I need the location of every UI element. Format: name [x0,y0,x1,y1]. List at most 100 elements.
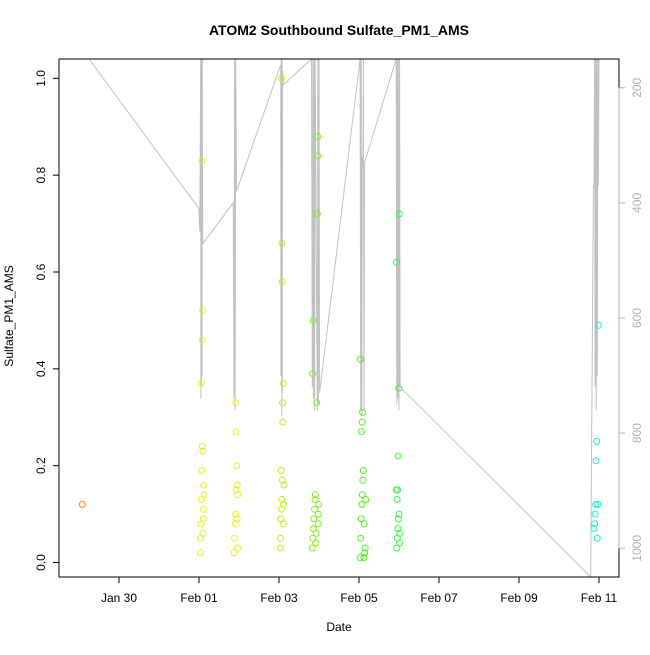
data-point-2-7 [279,418,287,426]
y2-tick-label-1: 400 [630,193,644,213]
data-point-6-3 [592,500,600,508]
data-point-4-6 [359,467,367,474]
data-point-5-11 [396,539,404,547]
data-point-3-17 [311,491,319,499]
data-point-2-11 [278,239,286,247]
data-point-5-7 [394,452,402,460]
data-point-5-12 [396,529,404,537]
data-point-1-27 [233,515,241,523]
x-tick-label-4: Feb 07 [420,591,458,605]
data-point-4-11 [360,554,368,562]
data-point-3-5 [311,496,319,503]
data-point-1-17 [231,534,239,542]
data-point-3-12 [312,539,320,547]
data-point-1-0 [196,549,204,557]
data-point-3-10 [314,152,322,160]
data-point-2-13 [279,520,287,528]
data-point-2-0 [276,544,284,552]
data-point-1-25 [234,491,242,499]
data-point-3-9 [313,210,321,218]
y2-tick-label-0: 200 [630,77,644,97]
plot-frame [58,58,620,578]
y2-tick-label-2: 600 [630,308,644,328]
data-point-3-16 [315,500,323,508]
data-point-3-11 [314,133,322,140]
x-tick-label-0: Jan 30 [101,591,137,605]
data-point-1-26 [234,544,242,552]
data-point-2-12 [278,74,286,82]
data-point-5-8 [395,384,403,392]
data-point-2-6 [277,467,285,474]
data-point-4-0 [356,554,364,562]
y-tick-label-1: 0.2 [34,457,48,474]
data-point-1-13 [200,481,208,489]
data-point-4-3 [358,500,366,508]
data-point-2-14 [280,500,288,508]
data-point-6-7 [594,500,602,508]
altitude-line [88,59,600,577]
x-axis-label: Date [326,620,352,634]
data-point-1-16 [230,549,238,557]
data-point-6-0 [590,525,598,533]
data-point-1-12 [199,529,207,537]
data-point-1-23 [232,399,240,407]
chart-title: ATOM2 Southbound Sulfate_PM1_AMS [209,22,469,38]
data-point-1-8 [199,307,207,315]
data-point-1-20 [232,486,240,494]
data-point-1-7 [198,336,206,344]
data-point-5-2 [394,525,402,533]
y-tick-label-3: 0.6 [34,263,48,280]
y-tick-label-0: 0.0 [34,554,48,571]
data-point-6-6 [593,534,601,542]
data-point-1-5 [198,442,206,450]
data-point-2-5 [278,476,286,484]
data-point-3-4 [311,505,319,513]
data-point-4-8 [358,418,366,426]
data-point-6-8 [594,321,602,329]
data-point-6-5 [593,437,601,445]
y2-tick-label-3: 800 [630,423,644,443]
data-point-4-10 [356,355,364,363]
data-point-1-10 [199,515,207,523]
data-point-3-13 [312,529,320,537]
x-tick-label-5: Feb 09 [500,591,538,605]
y-tick-label-5: 1.0 [34,70,48,87]
data-point-4-9 [359,408,367,416]
y-axis-label: Sulfate_PM1_AMS [2,265,16,366]
data-point-4-12 [361,549,369,557]
data-point-3-6 [309,370,317,378]
data-point-2-15 [280,481,288,489]
data-point-3-8 [313,399,321,407]
data-point-5-13 [392,486,400,494]
x-tick-label-2: Feb 03 [260,591,298,605]
data-point-1-24 [233,481,241,489]
data-point-3-14 [314,520,322,528]
y-tick-label-4: 0.8 [34,167,48,184]
x-tick-label-1: Feb 01 [180,591,218,605]
y2-tick-label-4: 1000 [630,535,644,562]
data-point-4-2 [357,515,365,523]
x-tick-label-6: Feb 11 [581,591,618,605]
data-point-3-0 [308,544,316,552]
data-point-4-7 [358,428,365,436]
data-point-1-9 [198,157,206,165]
data-point-1-22 [232,428,240,436]
data-point-3-15 [314,510,322,518]
data-point-5-9 [393,258,400,266]
data-point-2-1 [277,534,285,542]
data-point-2-9 [279,379,287,387]
data-point-4-15 [360,520,368,528]
data-point-1-11 [199,505,207,513]
data-point-5-3 [394,515,402,523]
data-point-1-21 [233,462,241,470]
data-point-1-4 [198,467,206,474]
data-point-3-7 [309,316,317,324]
data-point-6-2 [591,510,599,518]
data-point-4-14 [362,496,370,503]
data-point-6-1 [591,520,599,528]
data-point-1-6 [197,379,205,387]
data-point-5-10 [395,210,403,218]
data-point-3-3 [310,515,318,523]
